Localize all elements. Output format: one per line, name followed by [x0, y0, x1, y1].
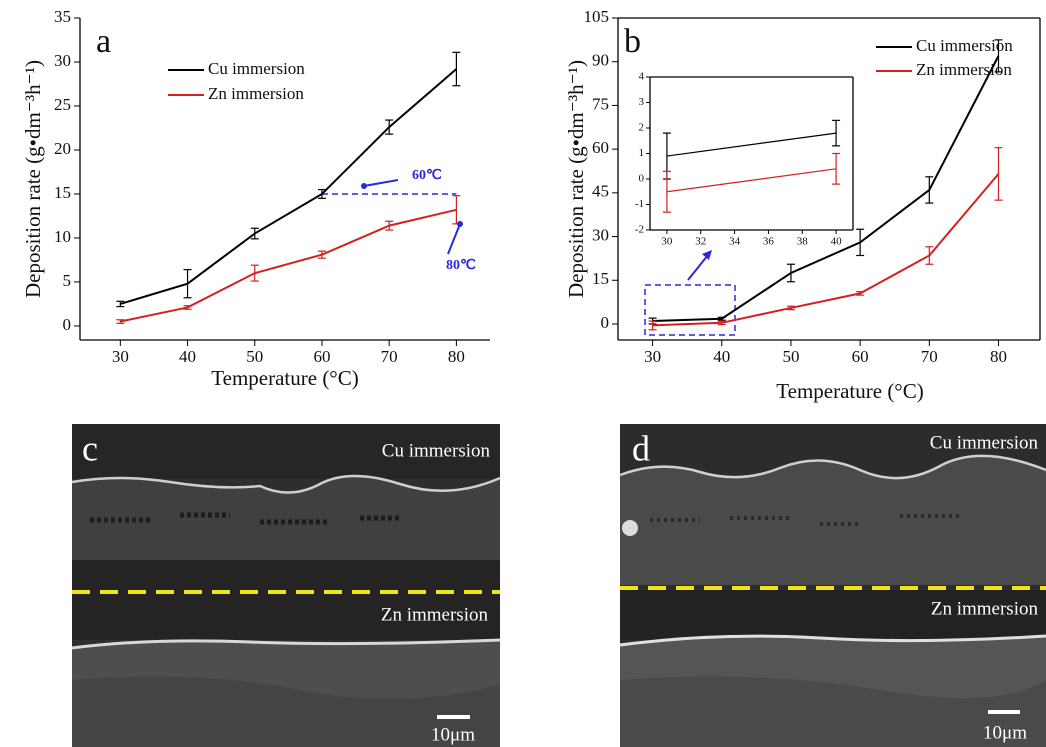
arrowhead — [702, 250, 712, 260]
y-tick-label: 45 — [592, 182, 609, 201]
inset-background — [650, 77, 853, 230]
y-tick-label: 4 — [639, 71, 645, 83]
x-tick-label: 30 — [661, 236, 673, 248]
sem-image-c: c Cu immersion Zn immersion 10μm — [72, 424, 500, 747]
x-tick-label: 32 — [695, 236, 706, 248]
x-tick-label: 60 — [313, 347, 330, 366]
y-axis-title: Deposition rate (g•dm⁻³h⁻¹) — [21, 60, 45, 298]
y-tick-label: -2 — [635, 224, 644, 236]
y-tick-label: 75 — [592, 94, 609, 113]
x-tick-label: 34 — [729, 236, 741, 248]
x-tick-label: 38 — [797, 236, 809, 248]
sem-image-d: d Cu immersion Zn immersion 10μm — [620, 424, 1046, 747]
y-tick-label: 2 — [639, 122, 645, 134]
image-label: Cu immersion — [382, 440, 491, 461]
annotation-arrowhead — [361, 183, 367, 189]
y-tick-label: 105 — [584, 7, 610, 26]
x-tick-label: 40 — [713, 347, 730, 366]
legend-label: Cu immersion — [916, 36, 1013, 55]
y-tick-label: -1 — [635, 198, 644, 210]
x-axis-title: Temperature (°C) — [211, 366, 358, 390]
y-tick-label: 20 — [54, 139, 71, 158]
legend-label: Zn immersion — [208, 84, 304, 103]
y-tick-label: 0 — [639, 173, 645, 185]
annotation-arrow — [448, 224, 460, 254]
x-tick-label: 70 — [921, 347, 938, 366]
y-tick-label: 3 — [639, 96, 645, 108]
figure: c Cu immersion Zn immersion 10μm d Cu im… — [0, 0, 1046, 747]
y-tick-label: 15 — [54, 183, 71, 202]
x-tick-label: 30 — [112, 347, 129, 366]
zoom-region — [645, 285, 735, 335]
x-tick-label: 80 — [990, 347, 1007, 366]
y-tick-label: 0 — [63, 315, 72, 334]
annotation-arrowhead — [457, 221, 463, 227]
y-tick-label: 5 — [63, 271, 72, 290]
series-line — [120, 210, 456, 322]
arrow — [688, 255, 708, 280]
annotation: 60℃ — [412, 168, 442, 183]
y-tick-label: 10 — [54, 227, 71, 246]
y-axis-title: Deposition rate (g•dm⁻³h⁻¹) — [564, 60, 588, 298]
y-tick-label: 35 — [54, 7, 71, 26]
y-tick-label: 30 — [592, 225, 609, 244]
annotation-arrow — [364, 180, 398, 186]
legend-label: Cu immersion — [208, 59, 305, 78]
x-tick-label: 80 — [448, 347, 465, 366]
series-line — [120, 69, 456, 304]
y-tick-label: 25 — [54, 95, 71, 114]
y-tick-label: 15 — [592, 269, 609, 288]
image-label: Zn immersion — [381, 604, 489, 625]
image-label: Cu immersion — [930, 432, 1039, 453]
panel-label: d — [632, 428, 650, 468]
y-tick-label: 90 — [592, 51, 609, 70]
x-tick-label: 50 — [782, 347, 799, 366]
x-tick-label: 60 — [852, 347, 869, 366]
x-tick-label: 40 — [831, 236, 843, 248]
scale-label: 10μm — [983, 722, 1027, 743]
y-tick-label: 60 — [592, 138, 609, 157]
panel-label: b — [624, 23, 641, 60]
x-tick-label: 50 — [246, 347, 263, 366]
x-tick-label: 36 — [763, 236, 775, 248]
x-tick-label: 40 — [179, 347, 196, 366]
x-axis-title: Temperature (°C) — [776, 379, 923, 403]
y-tick-label: 1 — [639, 147, 645, 159]
x-tick-label: 30 — [644, 347, 661, 366]
image-label: Zn immersion — [931, 598, 1039, 619]
y-tick-label: 0 — [601, 313, 610, 332]
panel-label: a — [96, 23, 111, 60]
y-tick-label: 30 — [54, 51, 71, 70]
annotation: 80℃ — [446, 258, 476, 273]
scale-label: 10μm — [431, 724, 475, 745]
x-tick-label: 70 — [381, 347, 398, 366]
legend-label: Zn immersion — [916, 60, 1012, 79]
panel-label: c — [82, 428, 98, 468]
